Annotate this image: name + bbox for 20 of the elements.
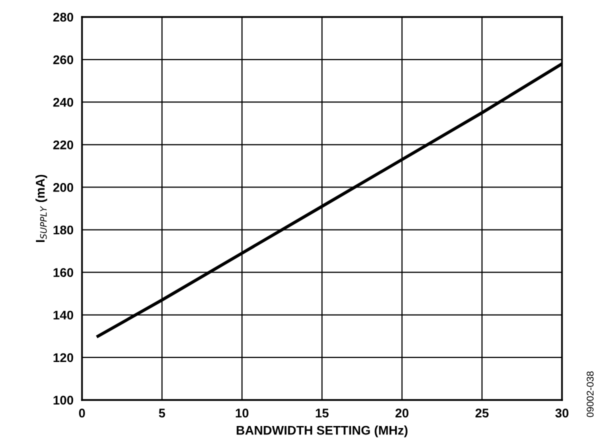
y-tick-label: 160 (54, 268, 74, 277)
y-tick-label: 140 (54, 310, 74, 320)
y-tick-label: 100 (54, 396, 74, 405)
x-tick-label: 20 (395, 408, 408, 418)
x-tick-label: 15 (316, 408, 329, 418)
y-tick-label: 240 (53, 98, 74, 107)
x-axis-title: BANDWIDTH SETTING (MHz) (236, 426, 408, 438)
y-tick-label: 280 (53, 12, 74, 22)
x-tick-label: 5 (158, 408, 166, 418)
y-axis-title: I$_{SUPPLY}$ (mA) (36, 174, 48, 242)
y-tick-label: 220 (53, 140, 74, 150)
x-tick-label: 30 (555, 408, 568, 418)
text: 09002-038 (586, 371, 594, 418)
y-tick-label: 120 (54, 353, 74, 362)
y-tick-label: 260 (53, 55, 74, 64)
y-tick-label: 200 (53, 183, 74, 192)
y-tick-label: 180 (54, 226, 74, 234)
x-tick-label: 0 (79, 408, 85, 418)
x-tick-label: 10 (236, 408, 248, 418)
x-tick-label: 25 (475, 408, 489, 418)
